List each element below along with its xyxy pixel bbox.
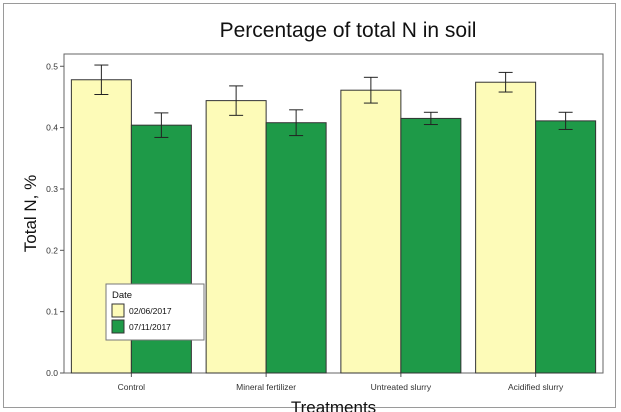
x-axis: Control Mineral fertilizer Untreated slurr… <box>118 373 564 392</box>
legend-key-1 <box>111 319 125 334</box>
y-axis: 0.0 0.1 0.2 0.3 0.4 0.5 <box>46 61 64 378</box>
error-bars-layer <box>94 64 573 138</box>
y-tick-label-2: 0.2 <box>46 245 58 255</box>
legend-label-0: 02/06/2017 <box>129 306 172 316</box>
chart-title: Percentage of total N in soil <box>220 19 477 42</box>
x-tick-label-0: Control <box>118 382 146 392</box>
x-tick-label-2: Untreated slurry <box>371 382 432 392</box>
y-tick-label-5: 0.5 <box>46 61 58 71</box>
bar-1-2 <box>400 117 462 374</box>
y-tick-label-4: 0.4 <box>46 123 58 133</box>
x-axis-title: Treatments <box>291 398 376 412</box>
legend-title: Date <box>112 290 132 301</box>
bar-1-1 <box>265 122 327 374</box>
legend-key-0 <box>111 303 125 318</box>
y-tick-label-0: 0.0 <box>46 368 58 378</box>
legend: Date 02/06/2017 07/11/2017 <box>105 283 205 341</box>
plot-panel <box>63 53 604 374</box>
x-tick-label-1: Mineral fertilizer <box>236 382 296 392</box>
y-tick-label-3: 0.3 <box>46 184 58 194</box>
bar-1-3 <box>535 120 597 374</box>
legend-label-1: 07/11/2017 <box>129 322 171 332</box>
bar-0-2 <box>340 89 402 374</box>
y-axis-title: Total N, % <box>21 175 40 252</box>
legend-items: 02/06/2017 07/11/2017 <box>111 303 172 334</box>
bar-0-3 <box>475 81 537 374</box>
x-tick-label-3: Acidified slurry <box>508 382 564 392</box>
y-tick-label-1: 0.1 <box>46 307 58 317</box>
bar-0-1 <box>205 100 267 374</box>
